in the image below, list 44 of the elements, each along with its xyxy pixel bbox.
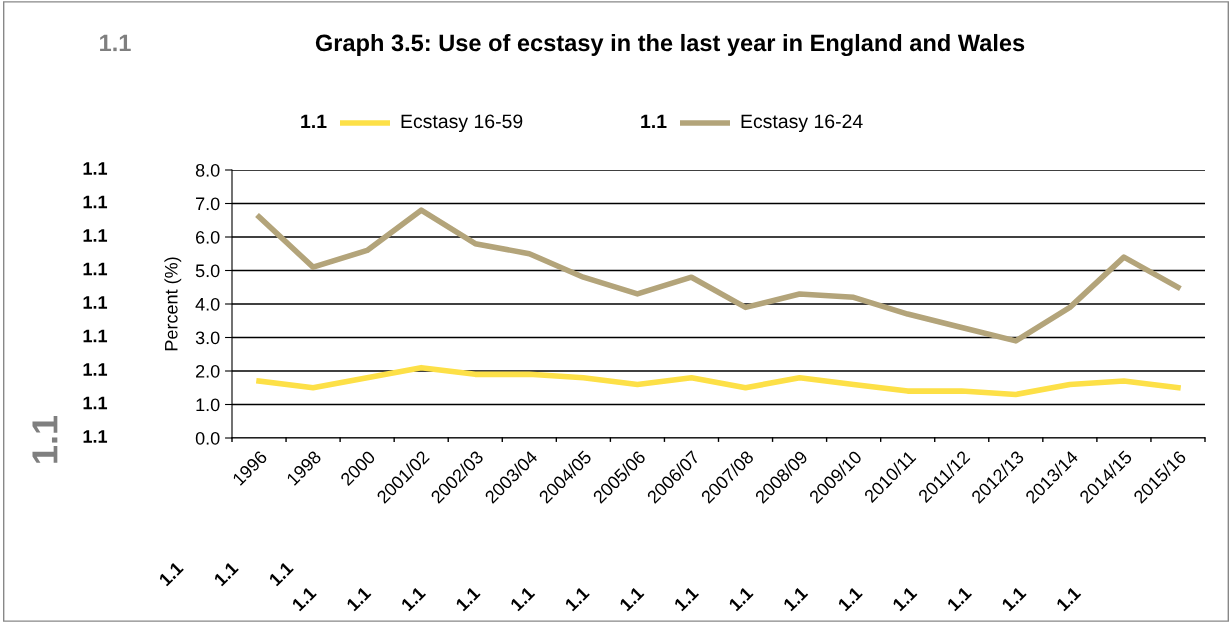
y-tick-label: 1.0 — [196, 398, 220, 412]
text: 1.1 — [268, 561, 294, 587]
text: 1.1 — [346, 586, 372, 612]
text: 1.1 — [213, 561, 239, 587]
text: 1.1 — [83, 229, 108, 242]
y-tick-label: 6.0 — [196, 230, 220, 244]
text: 1.1 — [100, 34, 131, 52]
text: 1.1 — [564, 586, 590, 612]
y-tick-label: 2.0 — [196, 364, 220, 378]
text: 1.1 — [301, 114, 327, 129]
legend-label: Ecstasy 16-24 — [741, 114, 863, 133]
text: 1.1 — [83, 430, 108, 443]
text: 1.1 — [83, 262, 108, 276]
y-tick-label: 0.0 — [195, 431, 220, 445]
chart-title: Graph 3.5: Use of ecstasy in the last year in England and Wales — [315, 33, 1025, 57]
y-tick-label: 8.0 — [195, 163, 220, 177]
text: 1.1 — [1055, 586, 1082, 612]
text: 1.1 — [291, 586, 317, 612]
text: 1.1 — [946, 586, 973, 612]
text: 1.1 — [782, 586, 809, 612]
legend-label: Ecstasy 16-59 — [401, 114, 523, 133]
text: 1.1 — [83, 329, 108, 343]
y-tick-label: 3.0 — [195, 331, 220, 345]
text: 1.1 — [158, 561, 184, 587]
y-tick-label: 4.0 — [195, 297, 220, 311]
text: 1.1 — [509, 586, 536, 612]
text: 1.1 — [892, 586, 918, 612]
y-tick-label: 7.0 — [196, 197, 220, 211]
text: 1.1 — [641, 114, 667, 129]
text: 1.1 — [837, 586, 863, 612]
text: 1.1 — [673, 586, 700, 612]
y-tick-label: 5.0 — [195, 264, 220, 278]
text: 1.1 — [83, 396, 108, 410]
text: 1.1 — [83, 162, 108, 175]
text: 1.1 — [83, 363, 108, 376]
text: 1.1 — [619, 586, 645, 612]
y-axis-title: Percent (%) — [164, 257, 182, 351]
text: 1.1 — [83, 296, 108, 309]
text: 1.1 — [400, 586, 427, 612]
text: 1.1 — [728, 586, 754, 612]
text: 1.1 — [32, 415, 58, 463]
text: 1.1 — [1001, 586, 1027, 612]
text: 1.1 — [455, 586, 481, 612]
text: 1.1 — [83, 195, 108, 209]
